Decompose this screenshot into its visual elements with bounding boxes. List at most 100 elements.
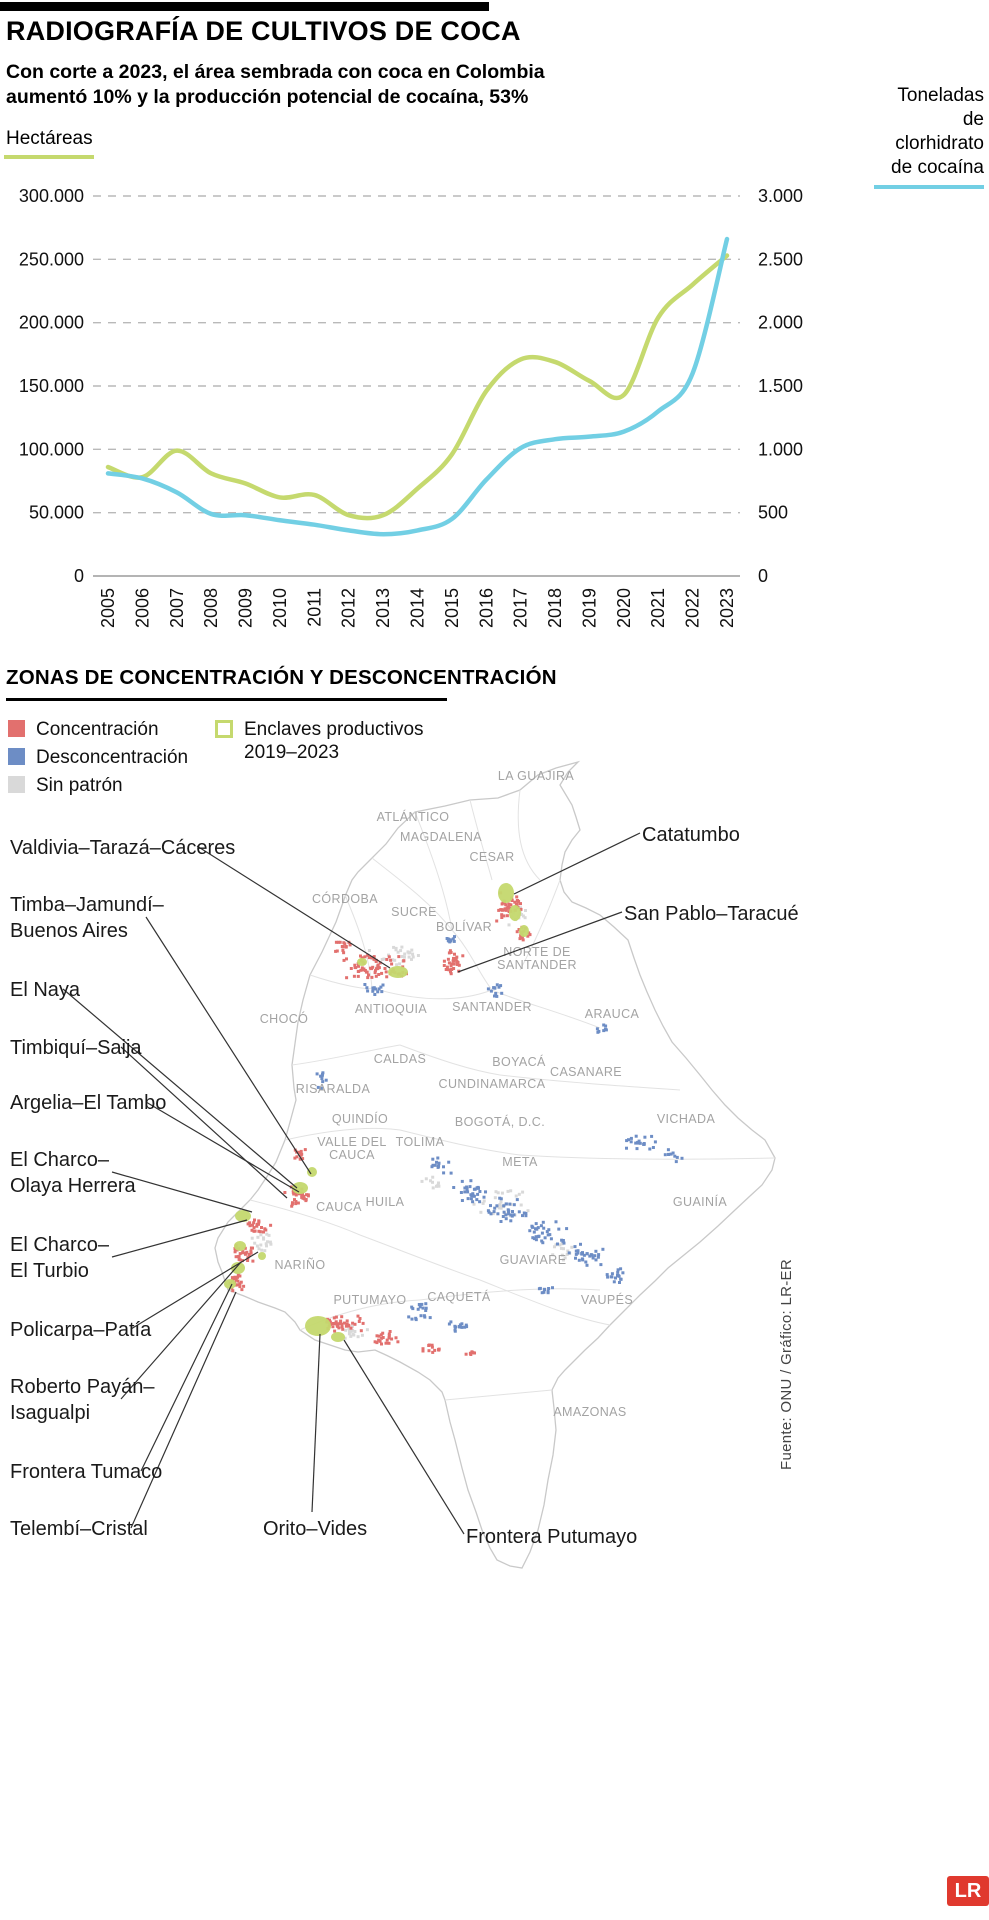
svg-text:NARIÑO: NARIÑO — [274, 1258, 325, 1272]
legend-item-enclaves: Enclaves productivos 2019–2023 — [215, 718, 424, 764]
callout-el-naya: El Naya — [10, 979, 81, 1001]
svg-text:2008: 2008 — [201, 588, 221, 628]
svg-text:CALDAS: CALDAS — [374, 1052, 426, 1066]
desconcentracion-swatch — [8, 748, 25, 765]
enclave-blobs — [224, 883, 529, 1342]
callout-timba-jamundi-buenos-aires: Timba–Jamundí– Buenos Aires — [10, 894, 164, 942]
colombia-outline — [214, 760, 776, 1569]
svg-text:3.000: 3.000 — [758, 186, 803, 206]
callout-telembi-cristal: Telembí–Cristal — [10, 1518, 148, 1540]
department-borders — [249, 789, 776, 1401]
svg-text:2013: 2013 — [373, 588, 393, 628]
svg-text:1.000: 1.000 — [758, 439, 803, 459]
svg-text:VAUPÉS: VAUPÉS — [581, 1292, 633, 1307]
svg-text:2010: 2010 — [270, 588, 290, 628]
svg-text:2020: 2020 — [614, 588, 634, 628]
enclaves-swatch — [215, 720, 233, 738]
svg-text:2015: 2015 — [442, 588, 462, 628]
callout-catatumbo: Catatumbo — [642, 824, 740, 846]
svg-text:0: 0 — [758, 566, 768, 586]
lr-logo: LR — [947, 1876, 989, 1906]
svg-text:2006: 2006 — [132, 588, 152, 628]
svg-text:HUILA: HUILA — [366, 1195, 405, 1209]
trend-line-chart: 300.000 3.000 250.000 2.500 200.000 2.000 150.… — [19, 186, 803, 628]
svg-text:2.500: 2.500 — [758, 249, 803, 269]
callout-timbiqui-saija: Timbiquí–Saija — [10, 1037, 142, 1059]
svg-text:TOLIMA: TOLIMA — [396, 1135, 445, 1149]
svg-text:CASANARE: CASANARE — [550, 1065, 622, 1079]
svg-text:CHOCÓ: CHOCÓ — [260, 1011, 309, 1026]
callout-frontera-putumayo: Frontera Putumayo — [466, 1526, 638, 1548]
svg-text:2009: 2009 — [236, 588, 256, 628]
svg-text:LA GUAJIRA: LA GUAJIRA — [498, 769, 575, 783]
svg-text:ARAUCA: ARAUCA — [585, 1007, 640, 1021]
svg-text:GUAVIARE: GUAVIARE — [500, 1253, 567, 1267]
svg-text:300.000: 300.000 — [19, 186, 84, 206]
legend-label: Sin patrón — [36, 775, 123, 796]
callout-el-charco-olaya-herrera: El Charco– Olaya Herrera — [10, 1149, 136, 1197]
svg-text:CÓRDOBA: CÓRDOBA — [312, 891, 378, 906]
callout-argelia-el-tambo: Argelia–El Tambo — [10, 1092, 167, 1114]
svg-text:2007: 2007 — [167, 588, 187, 628]
svg-text:2.000: 2.000 — [758, 313, 803, 333]
subtitle: Con corte a 2023, el área sembrada con c… — [6, 61, 545, 108]
svg-text:2016: 2016 — [476, 588, 496, 628]
svg-text:CUNDINAMARCA: CUNDINAMARCA — [439, 1077, 546, 1091]
svg-text:250.000: 250.000 — [19, 249, 84, 269]
svg-text:2014: 2014 — [408, 588, 428, 628]
svg-text:ANTIOQUIA: ANTIOQUIA — [355, 1002, 428, 1016]
svg-text:META: META — [502, 1155, 538, 1169]
callout-policarpa-patia: Policarpa–Patía — [10, 1319, 152, 1341]
svg-text:GUAINÍA: GUAINÍA — [673, 1194, 727, 1209]
page-title: RADIOGRAFÍA DE CULTIVOS DE COCA — [6, 16, 521, 46]
svg-text:2011: 2011 — [304, 588, 324, 627]
legend-label: Enclaves productivos 2019–2023 — [244, 719, 424, 763]
section-underline — [6, 698, 447, 701]
svg-text:2019: 2019 — [579, 588, 599, 628]
svg-text:PUTUMAYO: PUTUMAYO — [333, 1293, 406, 1307]
callout-san-pablo-taracue: San Pablo–Taracué — [624, 903, 799, 925]
callout-el-charco-el-turbio: El Charco– El Turbio — [10, 1234, 109, 1282]
svg-text:ATLÁNTICO: ATLÁNTICO — [377, 809, 450, 824]
sin-patron-swatch — [8, 776, 25, 793]
scatter-dots — [228, 891, 684, 1356]
svg-text:2018: 2018 — [545, 588, 565, 628]
svg-text:VICHADA: VICHADA — [657, 1112, 716, 1126]
legend-label: Desconcentración — [36, 747, 189, 768]
map-section-title: ZONAS DE CONCENTRACIÓN Y DESCONCENTRACIÓ… — [6, 666, 557, 689]
legend-item-sin-patron: Sin patrón — [8, 774, 123, 797]
svg-text:2021: 2021 — [648, 588, 668, 628]
svg-text:RISARALDA: RISARALDA — [296, 1082, 371, 1096]
department-labels: LA GUAJIRA ATLÁNTICO MAGDALENA CESAR CÓRDOBA… — [260, 769, 727, 1419]
svg-text:200.000: 200.000 — [19, 313, 84, 333]
svg-text:100.000: 100.000 — [19, 439, 84, 459]
concentracion-swatch — [8, 720, 25, 737]
svg-text:BOYACÁ: BOYACÁ — [492, 1054, 546, 1069]
svg-text:2017: 2017 — [511, 588, 531, 628]
left-axis-label-hectareas: Hectáreas — [4, 128, 94, 159]
svg-text:SANTANDER: SANTANDER — [452, 1000, 532, 1014]
svg-text:50.000: 50.000 — [29, 503, 84, 523]
svg-text:CAQUETÁ: CAQUETÁ — [427, 1289, 490, 1304]
legend-item-desconcentracion: Desconcentración — [8, 746, 188, 769]
callout-frontera-tumaco: Frontera Tumaco — [10, 1461, 163, 1483]
right-axis-label-toneladas: Toneladas de clorhidrato de cocaína — [874, 84, 984, 189]
legend-item-concentracion: Concentración — [8, 718, 159, 741]
svg-text:2023: 2023 — [717, 588, 737, 628]
legend-label: Concentración — [36, 719, 159, 740]
svg-text:BOLÍVAR: BOLÍVAR — [436, 919, 492, 934]
svg-text:CESAR: CESAR — [469, 850, 514, 864]
svg-text:1.500: 1.500 — [758, 376, 803, 396]
svg-text:2012: 2012 — [339, 588, 359, 628]
svg-text:SUCRE: SUCRE — [391, 905, 437, 919]
svg-text:BOGOTÁ, D.C.: BOGOTÁ, D.C. — [455, 1114, 545, 1129]
svg-text:2022: 2022 — [683, 588, 703, 628]
svg-text:AMAZONAS: AMAZONAS — [553, 1405, 626, 1419]
svg-text:CAUCA: CAUCA — [316, 1200, 362, 1214]
svg-text:500: 500 — [758, 503, 788, 523]
svg-text:0: 0 — [74, 566, 84, 586]
svg-text:2005: 2005 — [98, 588, 118, 628]
callout-roberto-payan-isagualpi: Roberto Payán– Isagualpi — [10, 1376, 155, 1424]
